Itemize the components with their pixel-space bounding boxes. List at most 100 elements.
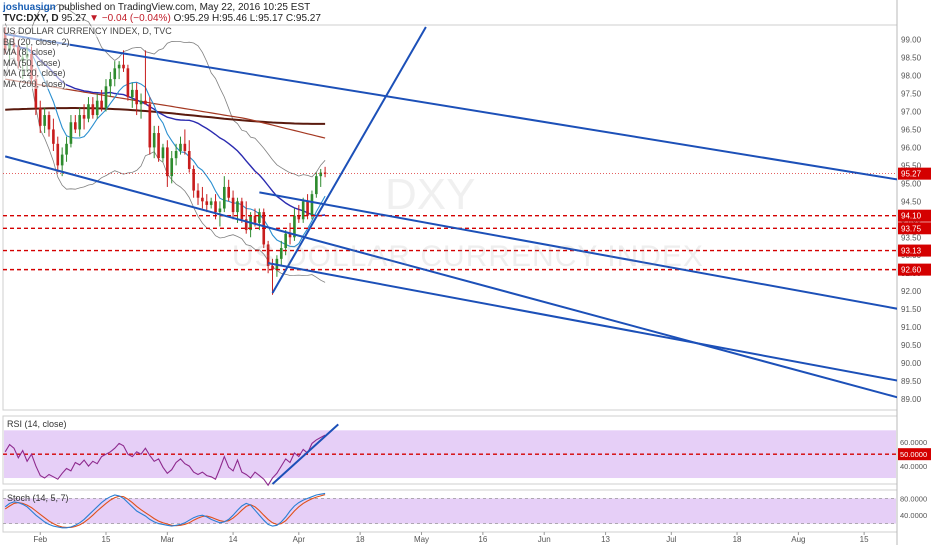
- candle-body: [52, 129, 55, 144]
- x-tick-label: Jun: [538, 535, 551, 544]
- candle-body: [91, 104, 95, 116]
- x-tick-label: May: [414, 535, 429, 544]
- open-label: O:: [173, 13, 185, 24]
- candle-body: [113, 68, 117, 80]
- indicator-title[interactable]: US DOLLAR CURRENCY INDEX, D, TVC: [3, 26, 172, 37]
- y-tick-label: 90.50: [901, 341, 922, 350]
- stoch-pane-label[interactable]: Stoch (14, 5, 7): [7, 493, 69, 503]
- level-label: 92.60: [901, 266, 922, 275]
- close-label: C:: [285, 13, 296, 24]
- x-tick-label: 15: [860, 535, 869, 544]
- y-tick-label: 89.00: [901, 395, 922, 404]
- stoch-tick-label: 40.0000: [900, 511, 927, 520]
- symbol-name: TVC:DXY, D: [3, 13, 59, 24]
- low-label: L:: [249, 13, 259, 24]
- candle-body: [306, 201, 309, 216]
- level-tag: [898, 263, 931, 276]
- trendline: [267, 262, 897, 382]
- candle-body: [87, 104, 90, 119]
- candle-body: [293, 215, 296, 238]
- candle-body: [284, 233, 287, 249]
- publisher-line: joshuasign published on TradingView.com,…: [3, 2, 310, 13]
- candle-body: [135, 89, 138, 105]
- trendline-group: [4, 26, 897, 399]
- trendline: [271, 26, 427, 294]
- level-label: 94.10: [901, 212, 922, 221]
- candle-body: [253, 215, 257, 223]
- candle-body: [297, 215, 301, 220]
- candle-body: [266, 244, 270, 267]
- candle-body: [43, 115, 46, 126]
- candle-body: [183, 143, 187, 152]
- candle-body: [65, 143, 68, 155]
- rsi-pane-label[interactable]: RSI (14, close): [7, 419, 67, 429]
- ma8-line: [5, 44, 326, 248]
- candle-body: [60, 154, 64, 166]
- y-tick-label: 92.00: [901, 287, 922, 296]
- candle-body: [38, 107, 42, 126]
- x-tick-label: Jul: [666, 535, 676, 544]
- author-link[interactable]: joshuasign: [3, 2, 56, 13]
- level-tag: [898, 244, 931, 257]
- low-value: 95.17: [258, 13, 284, 24]
- trendline: [259, 191, 897, 310]
- candle-body: [161, 147, 165, 159]
- x-tick-label: Apr: [293, 535, 306, 544]
- indicator-ma50[interactable]: MA (50, close): [3, 57, 61, 68]
- trendline: [4, 155, 897, 399]
- candle-body: [279, 248, 283, 259]
- bollinger-upper: [4, 3, 326, 178]
- candle-body: [236, 201, 239, 213]
- candle-body: [209, 201, 213, 205]
- candle-body: [69, 122, 73, 144]
- candle-body: [315, 176, 318, 195]
- y-tick-label: 95.00: [901, 179, 922, 188]
- candle-body: [192, 168, 195, 191]
- candle-body: [205, 201, 209, 205]
- last-price-label: 95.27: [901, 170, 922, 179]
- candle-body: [152, 133, 156, 148]
- candle-body: [82, 115, 86, 119]
- y-tick-label: 98.00: [901, 72, 922, 81]
- indicator-ma120[interactable]: MA (120, close): [3, 68, 66, 79]
- level-label: 93.75: [901, 224, 922, 233]
- y-tick-label: 91.00: [901, 323, 922, 332]
- high-value: 95.46: [221, 13, 247, 24]
- y-tick-label: 90.00: [901, 359, 922, 368]
- candle-body: [244, 219, 248, 231]
- indicator-legend: US DOLLAR CURRENCY INDEX, D, TVC BB (20,…: [3, 26, 172, 89]
- indicator-bb[interactable]: BB (20, close, 2): [3, 36, 70, 47]
- last-price-tag: [898, 167, 931, 180]
- x-tick-label: 15: [102, 535, 111, 544]
- bollinger-lower: [4, 57, 326, 283]
- price-value: 95.27: [61, 13, 87, 24]
- y-tick-label: 98.50: [901, 54, 922, 63]
- candle-body: [218, 208, 222, 213]
- rsi-tick-label: 40.0000: [900, 462, 927, 471]
- y-tick-label: 97.50: [901, 89, 922, 98]
- candle-body: [179, 143, 182, 152]
- candle-body: [157, 133, 160, 159]
- candle-body: [319, 172, 323, 177]
- candle-body: [78, 115, 82, 130]
- candle-body: [187, 151, 191, 169]
- candle-body: [47, 115, 51, 130]
- indicator-ma8[interactable]: MA (8, close): [3, 47, 56, 58]
- y-tick-label: 89.50: [901, 377, 922, 386]
- level-label: 93.13: [901, 247, 922, 256]
- candle-body: [144, 100, 147, 105]
- y-tick-label: 93.50: [901, 233, 922, 242]
- candle-body: [126, 68, 130, 98]
- indicator-ma200[interactable]: MA (200, close): [3, 78, 66, 89]
- x-tick-label: 18: [356, 535, 365, 544]
- x-tick-label: Aug: [791, 535, 805, 544]
- y-tick-label: 94.50: [901, 197, 922, 206]
- rsi-tick-label: 60.0000: [900, 438, 927, 447]
- rsi-trendline: [271, 423, 339, 485]
- candle-body: [201, 197, 204, 202]
- stoch-tick-label: 80.0000: [900, 494, 927, 503]
- x-tick-label: 18: [733, 535, 742, 544]
- watermark-symbol: DXY: [385, 170, 476, 219]
- candle-body: [56, 143, 60, 166]
